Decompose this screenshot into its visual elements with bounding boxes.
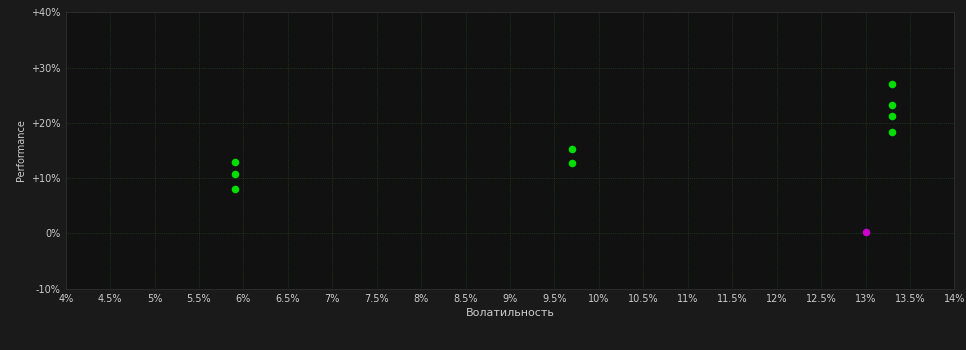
- Point: [885, 81, 900, 87]
- Y-axis label: Performance: Performance: [16, 120, 26, 181]
- Point: [885, 102, 900, 108]
- Point: [227, 187, 242, 192]
- Point: [227, 159, 242, 164]
- Point: [885, 113, 900, 118]
- Point: [858, 230, 873, 235]
- Point: [564, 160, 580, 166]
- Point: [564, 147, 580, 152]
- Point: [885, 130, 900, 135]
- X-axis label: Волатильность: Волатильность: [466, 308, 554, 319]
- Point: [227, 171, 242, 176]
